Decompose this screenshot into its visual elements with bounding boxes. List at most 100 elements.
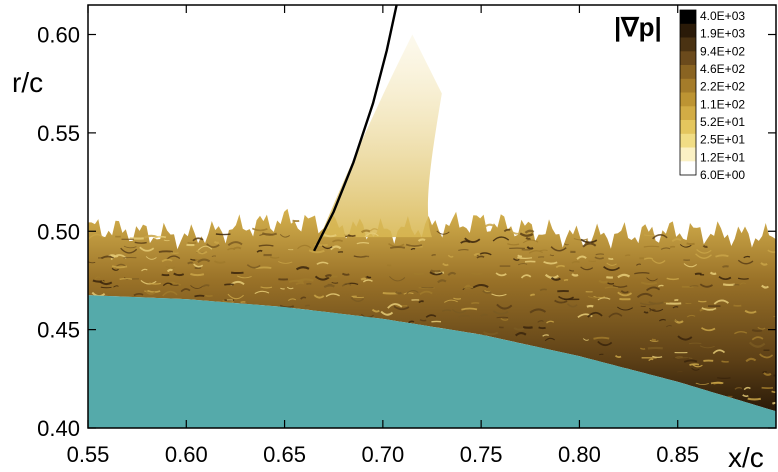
legend-label: 2.5E+01 [700,133,745,147]
eddy-stroke [417,238,426,242]
eddy-stroke [580,238,598,244]
eddy-stroke [744,309,757,314]
eddy-stroke [362,279,373,283]
eddy-stroke [371,308,380,313]
eddy-stroke [762,370,767,374]
eddy-stroke [473,253,481,257]
eddy-stroke [88,261,96,264]
eddy-stroke [447,254,454,258]
eddy-stroke [442,262,449,267]
eddy-stroke [702,244,708,248]
eddy-stroke [564,243,569,246]
eddy-stroke [624,254,631,257]
eddy-stroke [295,281,305,286]
eddy-stroke [586,304,594,308]
eddy-stroke [636,292,653,299]
x-tick-label: 0.65 [263,442,306,467]
eddy-stroke [634,272,650,275]
eddy-stroke [165,266,176,269]
eddy-stroke [341,282,352,287]
eddy-stroke [587,311,603,318]
eddy-stroke [643,245,660,248]
eddy-stroke [464,237,481,243]
eddy-stroke [393,305,410,311]
eddy-stroke [100,286,112,289]
eddy-stroke [444,299,458,303]
eddy-stroke [410,248,416,251]
eddy-stroke [677,335,693,341]
eddy-stroke [683,263,698,268]
eddy-stroke [213,240,220,244]
eddy-stroke [323,233,337,238]
eddy-stroke [304,304,311,307]
eddy-stroke [145,256,157,260]
eddy-stroke [407,320,415,324]
eddy-stroke [331,282,339,284]
legend-colorbar [679,9,697,176]
eddy-stroke [369,228,379,232]
eddy-stroke [308,249,325,254]
eddy-stroke [593,295,606,299]
eddy-stroke [258,244,274,247]
eddy-stroke [524,229,535,234]
eddy-stroke [546,320,555,324]
eddy-stroke [571,260,580,264]
eddy-stroke [671,238,682,242]
eddy-stroke [674,356,683,359]
eddy-stroke [141,268,148,272]
eddy-stroke [646,277,658,282]
eddy-stroke [771,401,776,405]
eddy-stroke [771,395,776,398]
eddy-stroke [197,258,211,264]
eddy-stroke [458,249,469,251]
eddy-stroke [419,319,427,322]
eddy-stroke [313,294,325,299]
x-tick-label: 0.55 [67,442,110,467]
legend-swatch [680,147,696,162]
eddy-stroke [256,249,263,253]
eddy-stroke [492,236,510,242]
eddy-stroke [324,274,332,278]
y-tick-label: 0.45 [37,318,80,343]
eddy-stroke [734,386,743,390]
eddy-stroke [471,273,483,275]
eddy-stroke [649,308,656,312]
eddy-stroke [111,265,128,269]
eddy-stroke [537,320,544,323]
eddy-stroke [332,239,344,243]
eddy-stroke [636,263,642,266]
legend-swatch [680,161,696,176]
eddy-stroke [666,277,679,281]
eddy-stroke [673,299,679,302]
legend-label: 6.0E+00 [700,168,745,182]
eddy-stroke [496,303,513,310]
eddy-stroke [658,318,666,322]
legend: |∇p| 4.0E+03 1.9E+03 9.4E+02 4.6E+02 2.2E+02… [614,9,745,182]
eddy-stroke [676,357,693,360]
eddy-stroke [321,245,333,250]
eddy-stroke [329,245,342,251]
legend-label: 1.1E+02 [700,97,745,111]
eddy-texture [88,219,776,405]
eddy-stroke [739,282,747,285]
eddy-stroke [525,236,531,241]
eddy-stroke [538,326,546,330]
eddy-stroke [696,248,712,254]
eddy-stroke [192,237,204,242]
eddy-stroke [145,290,156,295]
eddy-stroke [431,253,436,257]
eddy-stroke [482,290,492,294]
eddy-stroke [648,358,654,362]
eddy-stroke [325,293,340,298]
eddy-stroke [722,265,729,268]
eddy-stroke [599,353,604,356]
eddy-stroke [389,246,406,249]
eddy-stroke [576,255,587,260]
eddy-stroke [642,360,651,363]
legend-colorbar-frame [679,9,697,176]
eddy-stroke [413,272,425,275]
eddy-stroke [604,286,619,289]
eddy-stroke [699,345,715,349]
eddy-stroke [232,246,242,251]
